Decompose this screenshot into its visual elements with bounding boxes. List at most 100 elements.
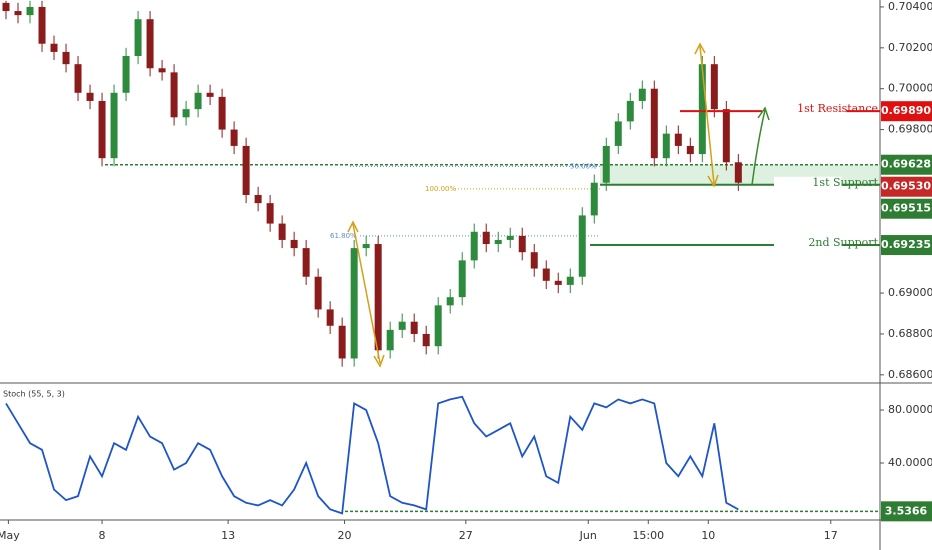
- candle-body: [482, 231, 490, 245]
- candle-body: [230, 129, 238, 146]
- candle-body: [494, 239, 502, 245]
- price-label-bg: [881, 101, 932, 122]
- candle-body: [434, 305, 442, 347]
- candle-body: [554, 280, 562, 285]
- candle-body: [170, 72, 178, 118]
- x-tick-label: 15:00: [632, 529, 664, 542]
- candle-body: [410, 321, 418, 334]
- price-label-bg: [881, 176, 932, 197]
- candle-body: [110, 92, 118, 159]
- candle-body: [446, 297, 454, 306]
- candle-body: [458, 260, 466, 298]
- fib-label: 61.80%: [330, 232, 357, 240]
- price-label-bg: [881, 198, 932, 219]
- candle-body: [2, 2, 10, 12]
- candle-body: [722, 109, 730, 163]
- stoch-line: [5, 395, 739, 515]
- price-label-bg: [881, 154, 932, 175]
- candle-body: [350, 248, 358, 359]
- candle-body: [566, 276, 574, 285]
- price-label: 3.5366: [885, 504, 928, 517]
- y-tick-label: 0.69000: [888, 286, 932, 299]
- candle-body: [650, 88, 658, 159]
- x-tick-label: 27: [459, 529, 473, 542]
- y-tick-label: 0.69800: [888, 123, 932, 136]
- candle-body: [626, 100, 634, 122]
- candle-body: [14, 11, 22, 16]
- y-tick-label: 0.70000: [888, 82, 932, 95]
- candle-body: [38, 6, 46, 44]
- candle-body: [710, 64, 718, 110]
- candle-body: [218, 96, 226, 130]
- arrow-head: [694, 42, 706, 55]
- candle-body: [62, 51, 70, 65]
- level-label: 1st Support: [812, 176, 878, 189]
- candle-body: [302, 248, 310, 277]
- x-tick-label: Jun: [579, 529, 597, 542]
- arrow: [751, 109, 766, 186]
- candle-body: [578, 215, 586, 277]
- candle-body: [590, 182, 598, 216]
- arrow-head: [373, 354, 385, 368]
- candle-body: [398, 321, 406, 330]
- y-tick-label: 0.68600: [888, 368, 932, 381]
- arrow-head: [707, 174, 719, 188]
- indicator-title: Stoch (55, 5, 3): [3, 390, 65, 399]
- x-tick-label: 20: [338, 529, 352, 542]
- level-label: 2nd Support: [808, 236, 878, 249]
- candle-body: [422, 333, 430, 347]
- candle-body: [602, 145, 610, 183]
- arrow: [352, 223, 381, 364]
- y-tick-label: 0.70200: [888, 41, 932, 54]
- candle-body: [686, 145, 694, 155]
- price-label: 0.69890: [881, 104, 931, 117]
- x-tick-label: 13: [221, 529, 235, 542]
- y-tick-label: 40.0000: [888, 456, 932, 469]
- candle-body: [614, 121, 622, 146]
- y-tick-label: 0.68800: [888, 327, 932, 340]
- y-tick-label: 0.70400: [888, 0, 932, 13]
- candle-body: [542, 268, 550, 281]
- candle-body: [290, 239, 298, 249]
- candle-body: [122, 55, 130, 93]
- candle-body: [242, 145, 250, 195]
- candle-body: [518, 235, 526, 253]
- level-label: 1st Resistance: [797, 102, 878, 115]
- y-tick-label: 80.0000: [888, 403, 932, 416]
- candle-body: [26, 6, 34, 16]
- candle-body: [74, 64, 82, 93]
- price-label: 0.69530: [881, 180, 931, 193]
- price-label-bg: [881, 501, 932, 522]
- x-tick-label: May: [0, 529, 20, 542]
- candle-body: [698, 64, 706, 155]
- candle-body: [386, 329, 394, 351]
- x-tick-label: 10: [701, 529, 715, 542]
- candle-body: [278, 223, 286, 240]
- candle-body: [530, 252, 538, 269]
- price-label: 0.69515: [881, 202, 931, 215]
- candle-body: [506, 235, 514, 240]
- candle-body: [86, 92, 94, 101]
- x-tick-label: 8: [99, 529, 106, 542]
- candle-body: [734, 162, 742, 183]
- level-label-bg: [774, 176, 842, 189]
- fib-label: 50.00%: [570, 162, 597, 170]
- candle-body: [470, 231, 478, 261]
- candle-body: [194, 92, 202, 110]
- candle-body: [266, 203, 274, 224]
- candle-body: [314, 276, 322, 310]
- candle-body: [374, 244, 382, 351]
- arrow-head: [347, 220, 359, 233]
- candle-body: [362, 244, 370, 249]
- candle-body: [158, 68, 166, 73]
- candle-body: [134, 19, 142, 56]
- price-label: 0.69235: [881, 238, 931, 251]
- candle-body: [182, 109, 190, 118]
- x-tick-label: 17: [824, 529, 838, 542]
- fib-label: 100.00%: [425, 185, 456, 193]
- candle-body: [50, 43, 58, 52]
- candle-body: [146, 19, 154, 69]
- annotation-arrows: [347, 42, 770, 368]
